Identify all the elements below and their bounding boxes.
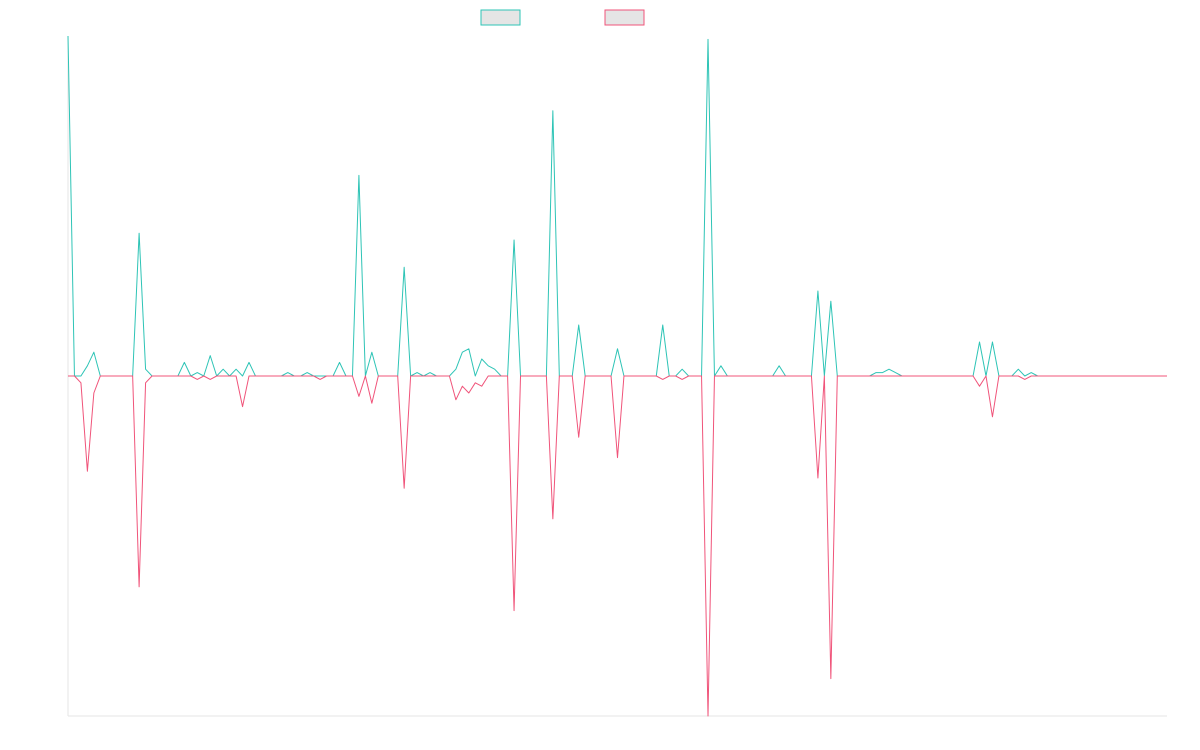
- legend-item-1[interactable]: [480, 9, 521, 26]
- series-line-1: [67, 35, 1167, 377]
- chart-legend[interactable]: [480, 9, 645, 26]
- legend-item-2[interactable]: [604, 9, 645, 26]
- legend-swatch-1[interactable]: [480, 9, 521, 26]
- series-layer: [67, 35, 1167, 717]
- legend-swatch-2[interactable]: [604, 9, 645, 26]
- series-line-2: [68, 375, 1167, 717]
